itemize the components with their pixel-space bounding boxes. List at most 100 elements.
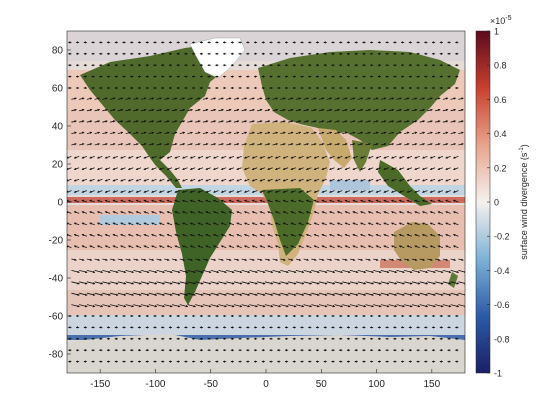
wind-arrow (182, 222, 188, 226)
wind-arrow (104, 178, 111, 182)
wind-arrow (73, 167, 80, 171)
wind-arrow (298, 167, 304, 171)
wind-arrow (396, 120, 402, 123)
wind-arrow (73, 156, 80, 159)
wind-arrow (305, 190, 312, 193)
wind-arrow (388, 270, 398, 274)
wind-arrow (313, 167, 320, 171)
wind-arrow (288, 131, 294, 134)
wind-arrow (213, 167, 219, 171)
wind-arrow (450, 97, 457, 100)
wind-arrow (171, 120, 178, 123)
wind-arrow (349, 108, 356, 112)
wind-arrow (365, 108, 371, 112)
wind-arrow (365, 258, 371, 261)
wind-arrow (318, 108, 325, 112)
wind-arrow (445, 156, 451, 159)
wind-arrow (288, 258, 294, 261)
wind-arrow (120, 190, 126, 193)
wind-arrow (210, 270, 220, 274)
wind-arrow (257, 97, 263, 100)
wind-arrow (94, 270, 104, 274)
wind-arrow (182, 156, 188, 159)
wind-arrow (267, 167, 273, 171)
wind-arrow (295, 131, 302, 134)
wind-arrow (102, 108, 108, 112)
wind-arrow (329, 211, 335, 214)
wind-arrow (179, 131, 186, 134)
wind-arrow (298, 190, 304, 193)
wind-arrow (166, 156, 173, 159)
wind-arrow (151, 156, 157, 159)
wind-arrow (117, 108, 124, 112)
wind-arrow (398, 211, 405, 214)
wind-arrow (81, 156, 88, 159)
wind-arrow (226, 281, 235, 285)
wind-arrow (367, 222, 374, 226)
wind-arrow (404, 131, 410, 134)
wind-arrow (127, 222, 134, 226)
wind-arrow (360, 167, 366, 171)
wind-arrow (365, 120, 371, 123)
wind-arrow (140, 97, 147, 100)
wind-arrow (158, 190, 165, 193)
wind-arrow (267, 245, 273, 248)
y-tick-label: -60 (49, 312, 64, 323)
wind-arrow (120, 167, 126, 171)
wind-arrow (197, 222, 204, 226)
wind-arrow (422, 199, 428, 203)
wind-arrow (419, 258, 426, 261)
wind-arrow (104, 156, 111, 159)
wind-arrow (205, 245, 211, 248)
wind-arrow (140, 120, 147, 123)
wind-arrow (282, 156, 289, 159)
wind-arrow (321, 233, 327, 237)
wind-arrow (171, 281, 181, 285)
wind-arrow (244, 167, 250, 171)
wind-arrow (349, 131, 356, 134)
wind-arrow (71, 108, 77, 112)
wind-arrow (189, 211, 196, 214)
wind-arrow (140, 143, 147, 146)
north-america (80, 44, 232, 160)
wind-arrow (210, 131, 217, 134)
colorbar-tick-label: 0.6 (494, 95, 507, 105)
wind-arrow (437, 233, 444, 237)
wind-arrow (398, 190, 405, 193)
wind-arrow (329, 156, 335, 159)
wind-arrow (89, 245, 95, 248)
wind-arrow (452, 211, 459, 214)
wind-arrow (241, 131, 248, 134)
wind-arrow (450, 120, 457, 123)
wind-arrow (174, 167, 180, 171)
wind-arrow (151, 167, 157, 171)
wind-arrow (336, 156, 343, 159)
colorbar-tick-label: 0.8 (494, 61, 507, 71)
wind-arrow (117, 131, 124, 134)
wind-arrow (89, 222, 95, 226)
wind-arrow (429, 167, 436, 171)
wind-arrow (326, 270, 336, 274)
wind-arrow (228, 178, 235, 182)
wind-arrow (313, 222, 320, 226)
wind-arrow (257, 131, 263, 134)
wind-arrow (117, 258, 124, 261)
wind-arrow (135, 167, 142, 171)
wind-arrow (251, 167, 258, 171)
wind-arrow (104, 190, 111, 193)
antarctica (67, 334, 465, 373)
wind-arrow (257, 143, 263, 146)
wind-arrow (104, 167, 111, 171)
wind-arrow (140, 131, 147, 134)
wind-arrow (295, 281, 305, 285)
wind-arrow (259, 245, 266, 248)
wind-arrow (233, 270, 243, 274)
wind-arrow (213, 190, 219, 193)
wind-arrow (367, 178, 374, 182)
wind-arrow (151, 211, 157, 214)
wind-arrow (187, 131, 193, 134)
wind-arrow (442, 258, 449, 261)
wind-arrow (422, 190, 428, 193)
wind-arrow (349, 270, 359, 274)
wind-arrow (329, 199, 335, 203)
